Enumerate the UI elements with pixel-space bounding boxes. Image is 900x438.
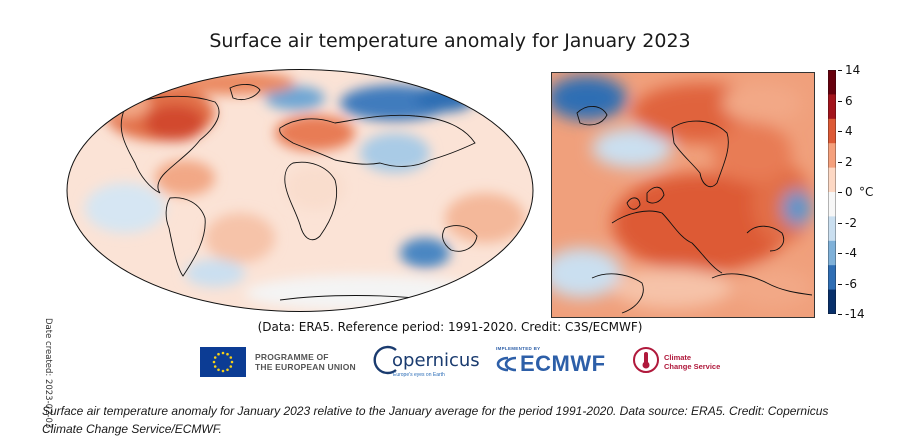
eu-star <box>230 360 234 364</box>
eu-star <box>213 356 217 359</box>
eu-star <box>226 352 229 356</box>
colorbar-tick-label: -6 <box>845 276 857 291</box>
c3s-line-1: Climate <box>664 353 692 362</box>
colorbar-tick <box>838 100 842 102</box>
colorbar-segment <box>828 216 836 242</box>
eu-flag-logo <box>200 347 246 377</box>
colorbar-segment <box>828 192 836 217</box>
eu-star <box>217 368 220 372</box>
colorbar-tick-label: -4 <box>845 246 857 260</box>
eu-star <box>221 369 225 373</box>
global-anomaly-map <box>66 69 534 312</box>
eu-star <box>229 365 233 368</box>
eu-star <box>229 356 233 359</box>
colorbar-segment <box>828 70 836 95</box>
colorbar-segment <box>828 118 836 144</box>
colorbar-tick-label: 4 <box>845 124 853 138</box>
copernicus-tagline: Europe's eyes on Earth <box>393 372 445 378</box>
colorbar-tick <box>838 314 842 315</box>
colorbar-tick <box>838 222 842 224</box>
eu-text-line-2: THE EUROPEAN UNION <box>255 362 356 372</box>
colorbar-tick <box>838 70 842 71</box>
eu-programme-text: PROGRAMME OF THE EUROPEAN UNION <box>255 352 356 372</box>
copernicus-c-icon <box>373 345 397 375</box>
ecmwf-arrows-icon <box>496 356 517 372</box>
data-source-line: (Data: ERA5. Reference period: 1991-2020… <box>257 320 643 334</box>
c3s-line-2: Change Service <box>664 362 721 371</box>
eu-text-line-1: PROGRAMME OF <box>255 352 329 362</box>
eu-star <box>217 352 220 356</box>
copernicus-logo-text: opernicus <box>392 350 480 371</box>
colorbar-tick <box>838 253 842 254</box>
colorbar-segment <box>828 240 836 266</box>
ecmwf-logo-text: ECMWF <box>520 351 606 376</box>
ecmwf-implemented-by: IMPLEMENTED BY <box>496 346 541 351</box>
colorbar-segment <box>828 265 836 291</box>
eu-star <box>212 360 216 364</box>
colorbar-tick-label: 6 <box>845 93 853 108</box>
colorbar-segment <box>828 94 836 120</box>
eu-star <box>221 351 225 355</box>
colorbar <box>828 70 836 314</box>
colorbar-tick <box>838 283 842 285</box>
c3s-logo-text: Climate Change Service <box>664 353 720 371</box>
eu-star <box>213 365 217 368</box>
anomaly-figure: Surface air temperature anomaly for Janu… <box>43 30 874 428</box>
eu-stars-icon <box>212 351 234 373</box>
colorbar-tick-label: -2 <box>845 215 857 230</box>
colorbar-tick-label: 0 <box>845 185 853 199</box>
figure-title: Surface air temperature anomaly for Janu… <box>209 30 691 52</box>
europe-anomaly-map <box>551 72 815 318</box>
colorbar-tick <box>838 192 842 193</box>
colorbar-tick <box>838 131 842 132</box>
colorbar-tick <box>838 161 842 163</box>
eu-star <box>226 368 229 372</box>
colorbar-tick-label: 2 <box>845 154 853 169</box>
colorbar-tick-label: 14 <box>845 63 861 77</box>
colorbar-segment <box>828 143 836 169</box>
c3s-thermometer-icon <box>633 347 659 373</box>
colorbar-segment <box>828 167 836 193</box>
figure-caption: Surface air temperature anomaly for Janu… <box>42 404 829 436</box>
colorbar-unit-label: °C <box>859 185 874 199</box>
colorbar-segment <box>828 289 836 314</box>
colorbar-tick-label: -14 <box>845 307 865 321</box>
